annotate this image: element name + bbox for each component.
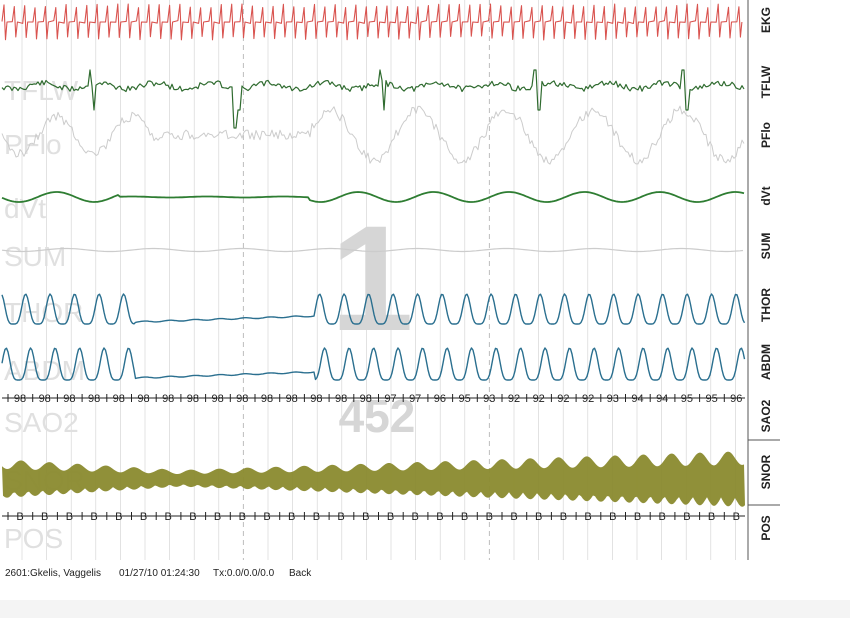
channel-label-sao2: SAO2 xyxy=(759,399,773,432)
channel-label-dvt: dVt xyxy=(759,186,773,205)
ekg-trace xyxy=(1,3,743,41)
pos-value: B xyxy=(659,511,666,523)
bg-label-sum: SUM xyxy=(4,241,66,272)
pos-value: B xyxy=(560,511,567,523)
sum-trace xyxy=(1,247,744,253)
patient-label: 2601:Gkelis, Vaggelis xyxy=(5,568,101,579)
sao2-value: 98 xyxy=(286,393,298,405)
sao2-value: 98 xyxy=(113,393,125,405)
channel-label-ekg: EKG xyxy=(759,7,773,33)
tx-label: Tx:0.0/0.0/0.0 xyxy=(213,568,275,579)
status-footer: 2601:Gkelis, Vaggelis 01/27/10 01:24:30 … xyxy=(0,568,740,584)
sao2-value: 98 xyxy=(88,393,100,405)
pos-value: B xyxy=(41,511,48,523)
sao2-value: 98 xyxy=(39,393,51,405)
thor-trace xyxy=(1,293,746,325)
channel-label-snor: SNOR xyxy=(759,454,773,489)
sao2-value: 95 xyxy=(458,393,470,405)
abdm-trace xyxy=(1,347,746,381)
channel-label-abdm: ABDM xyxy=(759,344,773,380)
pos-value: B xyxy=(683,511,690,523)
pos-value: B xyxy=(189,511,196,523)
sao2-value: 92 xyxy=(557,393,569,405)
pos-value: B xyxy=(733,511,740,523)
pos-value: B xyxy=(708,511,715,523)
pos-value: B xyxy=(436,511,443,523)
tflw-trace xyxy=(1,69,745,129)
bg-label-pflo: PFlo xyxy=(4,129,62,160)
sao2-value: 98 xyxy=(261,393,273,405)
sao2-value: 94 xyxy=(656,393,668,405)
pos-value: B xyxy=(140,511,147,523)
epoch-number: 1 xyxy=(330,194,413,362)
bottom-band xyxy=(0,600,850,618)
sao2-value: 98 xyxy=(14,393,26,405)
bg-label-tflw: TFLW xyxy=(4,75,79,106)
sao2-value: 98 xyxy=(236,393,248,405)
channel-label-tflw: TFLW xyxy=(759,65,773,98)
pos-value: B xyxy=(486,511,493,523)
pos-value: B xyxy=(337,511,344,523)
sao2-value: 92 xyxy=(533,393,545,405)
sao2-value: 98 xyxy=(137,393,149,405)
sao2-value: 98 xyxy=(360,393,372,405)
bg-label-abdm: ABDM xyxy=(4,355,85,386)
pos-value: B xyxy=(313,511,320,523)
sao2-value: 98 xyxy=(335,393,347,405)
sao2-value: 97 xyxy=(409,393,421,405)
pos-value: B xyxy=(90,511,97,523)
epoch-count: 452 xyxy=(339,390,416,442)
pos-value: B xyxy=(16,511,23,523)
sao2-value: 94 xyxy=(631,393,643,405)
sao2-value: 98 xyxy=(63,393,75,405)
pos-value: B xyxy=(362,511,369,523)
dvt-trace xyxy=(1,191,745,203)
sao2-value: 98 xyxy=(211,393,223,405)
pos-value: B xyxy=(461,511,468,523)
channel-label-pos: POS xyxy=(759,515,773,540)
sao2-value: 96 xyxy=(434,393,446,405)
channel-label-sum: SUM xyxy=(759,233,773,260)
pos-value: B xyxy=(584,511,591,523)
pos-value: B xyxy=(214,511,221,523)
bg-label-pos: POS xyxy=(4,523,63,554)
bg-label-dvt: dVt xyxy=(4,193,46,224)
sao2-value: 96 xyxy=(730,393,742,405)
datetime-label: 01/27/10 01:24:30 xyxy=(119,568,200,579)
sao2-value: 92 xyxy=(508,393,520,405)
sao2-value: 92 xyxy=(582,393,594,405)
pos-value: B xyxy=(165,511,172,523)
pos-value: B xyxy=(609,511,616,523)
pos-value: B xyxy=(634,511,641,523)
sao2-value: 98 xyxy=(162,393,174,405)
pos-value: B xyxy=(288,511,295,523)
pos-value: B xyxy=(263,511,270,523)
pos-value: B xyxy=(66,511,73,523)
pos-value: B xyxy=(239,511,246,523)
sao2-value: 97 xyxy=(384,393,396,405)
pos-value: B xyxy=(510,511,517,523)
pos-value: B xyxy=(412,511,419,523)
channel-label-pflo: PFlo xyxy=(759,122,773,148)
sao2-value: 95 xyxy=(705,393,717,405)
pflo-trace xyxy=(1,105,745,165)
back-link[interactable]: Back xyxy=(289,568,312,579)
sao2-value: 95 xyxy=(681,393,693,405)
sao2-value: 93 xyxy=(483,393,495,405)
snore-band xyxy=(2,451,745,507)
sao2-value: 98 xyxy=(187,393,199,405)
pos-value: B xyxy=(535,511,542,523)
pos-value: B xyxy=(115,511,122,523)
bg-label-sao2: SAO2 xyxy=(4,407,79,438)
pos-value: B xyxy=(387,511,394,523)
sao2-value: 98 xyxy=(310,393,322,405)
sao2-value: 93 xyxy=(607,393,619,405)
channel-label-thor: THOR xyxy=(759,288,773,322)
